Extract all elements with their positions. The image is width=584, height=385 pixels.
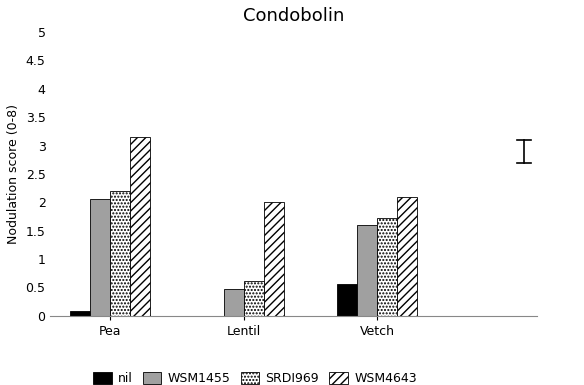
Bar (337, 285, 357, 316)
Bar (264, 202, 284, 316)
Title: Condobolin: Condobolin (243, 7, 345, 25)
Bar (244, 281, 264, 316)
Legend: nil, WSM1455, SRDI969, WSM4643: nil, WSM1455, SRDI969, WSM4643 (88, 367, 422, 385)
Y-axis label: Nodulation score (0-8): Nodulation score (0-8) (7, 104, 20, 244)
Bar (397, 197, 417, 316)
Bar (110, 191, 130, 316)
Bar (70, 311, 91, 316)
Bar (224, 289, 244, 316)
Bar (357, 225, 377, 316)
Bar (130, 137, 151, 316)
Bar (377, 218, 397, 316)
Bar (91, 199, 110, 316)
